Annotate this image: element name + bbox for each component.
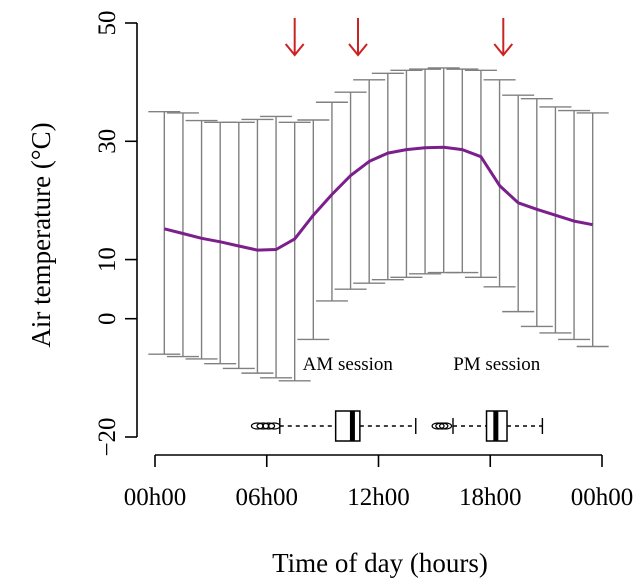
x-axis: 00h00 06h00 12h00 18h00 00h00	[124, 454, 634, 511]
down-arrow-icon	[348, 18, 368, 57]
y-tick-label: 30	[94, 129, 121, 154]
error-bar	[464, 69, 497, 279]
down-arrow-icon	[284, 18, 305, 57]
x-tick-label: 00h00	[124, 484, 187, 511]
outlier-point	[267, 422, 281, 430]
x-axis-title: Time of day (hours)	[272, 548, 488, 578]
error-bar	[520, 98, 553, 328]
error-bar	[558, 109, 591, 341]
session-label: AM session	[303, 354, 394, 375]
arrow-head	[284, 43, 305, 57]
error-bar	[353, 79, 386, 284]
y-tick-label: −20	[94, 417, 121, 456]
outlier-point	[256, 422, 270, 430]
y-tick-label: 10	[94, 247, 121, 272]
session-arrows	[284, 18, 514, 57]
outlier-point	[262, 422, 276, 430]
error-bar	[148, 111, 181, 355]
error-bar	[334, 91, 367, 290]
error-bar	[260, 115, 293, 379]
y-tick-label: 0	[94, 312, 121, 325]
arrow-head	[493, 43, 514, 57]
error-bar	[539, 106, 572, 334]
outlier-point	[250, 422, 265, 430]
x-tick-label: 06h00	[236, 484, 299, 511]
y-axis: −20 0 10 30 50	[94, 11, 138, 457]
error-bar	[409, 68, 442, 275]
error-bar	[278, 121, 311, 382]
down-arrow-icon	[493, 18, 514, 57]
x-tick-label: 12h00	[347, 484, 410, 511]
outlier-point	[431, 422, 445, 430]
arrow-head	[348, 43, 368, 57]
outlier-point	[438, 422, 453, 430]
y-tick-label: 50	[94, 11, 121, 36]
error-bar	[371, 72, 404, 281]
session-boxplots: AM session PM session	[250, 354, 544, 442]
x-tick-label: 00h00	[571, 484, 634, 511]
y-axis-title: Air temperature (°C)	[26, 122, 56, 347]
iqr-box	[334, 410, 361, 442]
session-label: PM session	[453, 354, 541, 375]
error-bars	[148, 67, 609, 382]
session-boxplot: AM session	[250, 354, 449, 442]
session-boxplot: PM session	[431, 354, 544, 442]
error-bar	[297, 119, 330, 341]
x-tick-label: 18h00	[459, 484, 522, 511]
error-bar	[576, 112, 609, 348]
error-bar	[390, 69, 423, 279]
error-bar	[241, 118, 274, 374]
error-bar	[427, 67, 460, 274]
error-bar	[446, 68, 479, 274]
outlier-point	[435, 422, 449, 430]
error-bar	[315, 101, 348, 302]
mean-temperature-line	[163, 145, 593, 252]
